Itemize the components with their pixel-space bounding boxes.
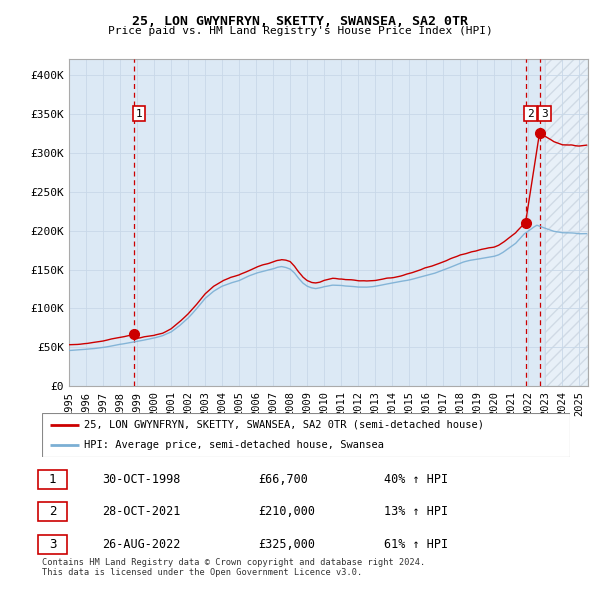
Text: 26-AUG-2022: 26-AUG-2022: [102, 537, 181, 551]
Text: £325,000: £325,000: [258, 537, 315, 551]
Text: 1: 1: [136, 109, 143, 119]
Text: 40% ↑ HPI: 40% ↑ HPI: [384, 473, 448, 486]
Text: 30-OCT-1998: 30-OCT-1998: [102, 473, 181, 486]
FancyBboxPatch shape: [38, 535, 67, 554]
FancyBboxPatch shape: [38, 502, 67, 522]
FancyBboxPatch shape: [38, 470, 67, 489]
Text: HPI: Average price, semi-detached house, Swansea: HPI: Average price, semi-detached house,…: [84, 440, 384, 450]
Text: 2: 2: [527, 109, 534, 119]
Text: 61% ↑ HPI: 61% ↑ HPI: [384, 537, 448, 551]
Text: 1: 1: [49, 473, 56, 486]
Text: 3: 3: [541, 109, 548, 119]
FancyBboxPatch shape: [42, 413, 570, 457]
Text: 2: 2: [49, 505, 56, 519]
Text: 25, LON GWYNFRYN, SKETTY, SWANSEA, SA2 0TR: 25, LON GWYNFRYN, SKETTY, SWANSEA, SA2 0…: [132, 15, 468, 28]
Text: Contains HM Land Registry data © Crown copyright and database right 2024.
This d: Contains HM Land Registry data © Crown c…: [42, 558, 425, 577]
Text: 28-OCT-2021: 28-OCT-2021: [102, 505, 181, 519]
Text: £210,000: £210,000: [258, 505, 315, 519]
Text: £66,700: £66,700: [258, 473, 308, 486]
Text: 3: 3: [49, 537, 56, 551]
Text: 13% ↑ HPI: 13% ↑ HPI: [384, 505, 448, 519]
Text: Price paid vs. HM Land Registry's House Price Index (HPI): Price paid vs. HM Land Registry's House …: [107, 26, 493, 36]
Text: 25, LON GWYNFRYN, SKETTY, SWANSEA, SA2 0TR (semi-detached house): 25, LON GWYNFRYN, SKETTY, SWANSEA, SA2 0…: [84, 420, 484, 430]
